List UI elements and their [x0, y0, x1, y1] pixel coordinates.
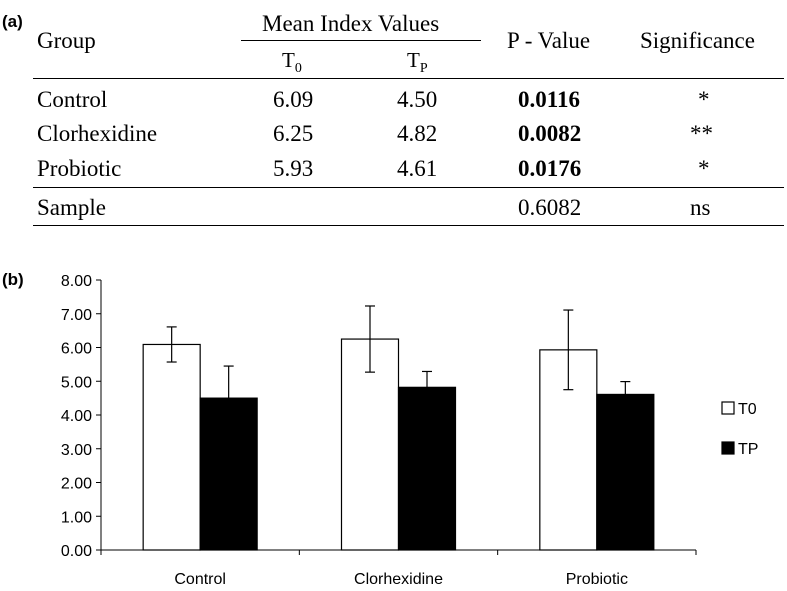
- y-tick-label: 8.00: [61, 273, 92, 290]
- header-t0-sub: 0: [294, 61, 302, 77]
- sample-group: Sample: [37, 195, 106, 220]
- header-group: Group: [37, 28, 96, 53]
- table-panel-label: (a): [2, 12, 23, 31]
- row-t0: 6.09: [273, 87, 314, 112]
- row-tp: 4.61: [397, 156, 438, 181]
- header-tp-sub: P: [419, 61, 428, 77]
- table-rule-middle: [33, 187, 784, 188]
- bar-t0: [142, 343, 201, 551]
- y-tick-label: 2.00: [61, 476, 92, 493]
- row-group: Control: [37, 87, 108, 112]
- legend-swatch-t0: [721, 401, 735, 415]
- header-p-value: P - Value: [507, 28, 591, 53]
- x-category-label: Probiotic: [566, 571, 628, 588]
- row-significance: *: [698, 156, 710, 181]
- y-tick-label: 5.00: [61, 374, 92, 391]
- sample-significance: ns: [690, 195, 711, 220]
- row-p-value: 0.0116: [518, 87, 580, 112]
- legend: T0 TP: [721, 401, 758, 458]
- y-tick-label: 7.00: [61, 307, 92, 324]
- bar-t0: [340, 338, 400, 551]
- row-group: Clorhexidine: [37, 121, 158, 146]
- row-tp: 4.82: [397, 121, 438, 146]
- row-p-value: 0.0176: [518, 156, 582, 181]
- header-t0: T0: [282, 48, 302, 77]
- bar-tp: [397, 386, 457, 551]
- header-significance: Significance: [640, 28, 755, 53]
- x-category-label: Control: [174, 571, 226, 588]
- row-significance: *: [698, 87, 710, 112]
- sample-p-value: 0.6082: [518, 195, 582, 220]
- y-tick-label: 4.00: [61, 408, 92, 425]
- row-significance: **: [690, 121, 713, 146]
- y-axis: 0.00 1.00 2.00 3.00 4.00 5.00 6.00 7.00 8.00: [61, 273, 102, 560]
- table-rule-bottom: [33, 225, 784, 226]
- legend-swatch-tp: [721, 441, 735, 455]
- row-t0: 6.25: [273, 121, 314, 146]
- y-tick-label: 3.00: [61, 442, 92, 459]
- row-t0: 5.93: [273, 156, 314, 181]
- header-mean-index-underline: [241, 40, 481, 41]
- chart-panel-label: (b): [2, 270, 24, 289]
- x-axis: Control Clorhexidine Probiotic: [100, 549, 697, 588]
- header-mean-index: Mean Index Values: [262, 11, 440, 36]
- y-tick-label: 0.00: [61, 543, 92, 560]
- bar-tp: [596, 393, 655, 551]
- x-category-label: Clorhexidine: [354, 571, 443, 588]
- row-p-value: 0.0082: [518, 121, 582, 146]
- table-rule-top: [33, 78, 784, 79]
- row-group: Probiotic: [37, 156, 122, 181]
- y-tick-label: 6.00: [61, 341, 92, 358]
- legend-label-t0: T0: [738, 401, 757, 418]
- y-tick-label: 1.00: [61, 509, 92, 526]
- legend-label-tp: TP: [738, 441, 758, 458]
- row-tp: 4.50: [397, 87, 438, 112]
- bars-group: [142, 305, 655, 551]
- header-tp: TP: [407, 48, 428, 77]
